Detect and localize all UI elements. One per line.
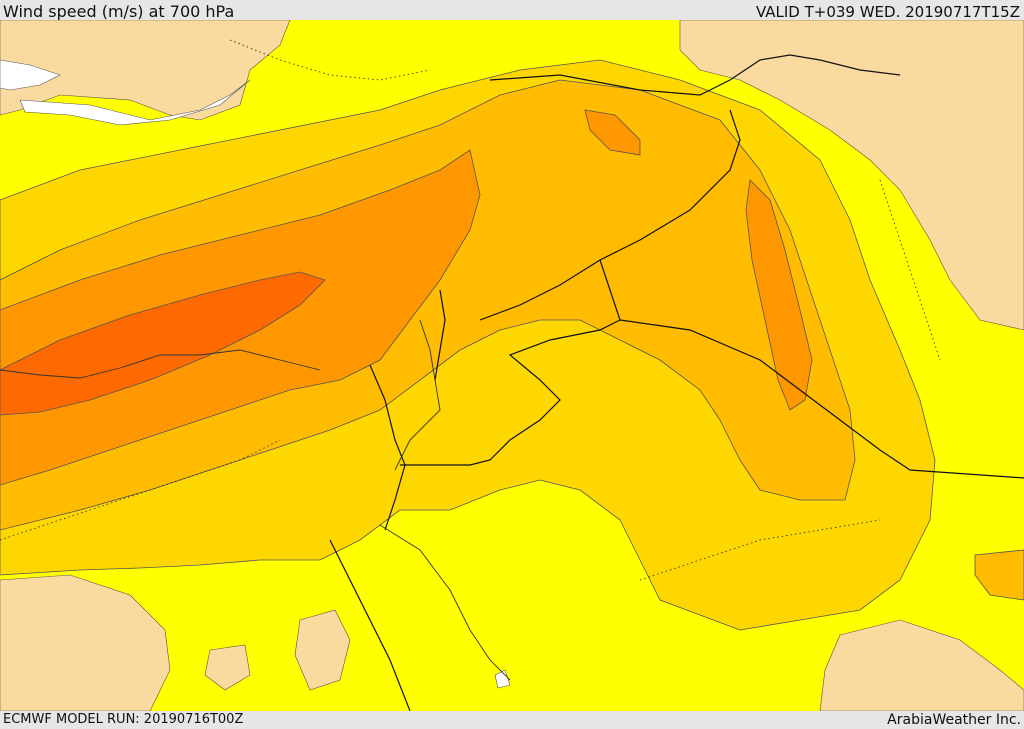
low-wind-areas: [0, 20, 1024, 711]
border-7: [434, 289, 446, 381]
border-1: [489, 54, 901, 96]
low-wind-area-sw: [0, 574, 171, 711]
wind-band-4-north: [584, 109, 641, 156]
country-borders: [329, 54, 1024, 711]
footer-bar: ECMWF MODEL RUN: 20190716T00Z ArabiaWeat…: [0, 711, 1024, 729]
province-lines: [0, 39, 941, 581]
border-4: [619, 319, 1024, 479]
province-line-3: [879, 179, 941, 361]
coastline-red-sea: [379, 524, 511, 681]
valid-time-label: VALID T+039 WED. 20190717T15Z: [755, 3, 1020, 21]
wind-band-3: [0, 79, 856, 531]
coastlines: [0, 319, 511, 681]
low-wind-spot-1: [294, 609, 351, 691]
coastline-north-africa: [0, 349, 321, 379]
border-2: [479, 109, 741, 321]
header-bar: Wind speed (m/s) at 700 hPa VALID T+039 …: [0, 0, 1024, 21]
wind-band-4-east: [745, 179, 813, 411]
wind-band-4-se: [974, 549, 1024, 601]
wind-band-5: [0, 271, 326, 416]
province-line-1: [0, 439, 281, 541]
map-title: Wind speed (m/s) at 700 hPa: [3, 2, 235, 21]
border-5: [369, 364, 406, 531]
low-wind-area-ne: [679, 20, 1024, 331]
coastline-levant: [394, 319, 441, 471]
model-run-label: ECMWF MODEL RUN: 20190716T00Z: [3, 712, 244, 727]
white-area-nw: [0, 59, 61, 91]
low-wind-spot-2: [204, 644, 251, 691]
credit-label: ArabiaWeather Inc.: [887, 712, 1021, 728]
low-wind-area-se: [819, 619, 1024, 711]
border-6: [329, 539, 411, 711]
white-areas: [0, 59, 511, 689]
white-area-west: [19, 79, 251, 126]
province-line-2: [639, 519, 881, 581]
low-wind-area-nw: [0, 20, 291, 121]
wind-speed-map: [0, 20, 1024, 711]
